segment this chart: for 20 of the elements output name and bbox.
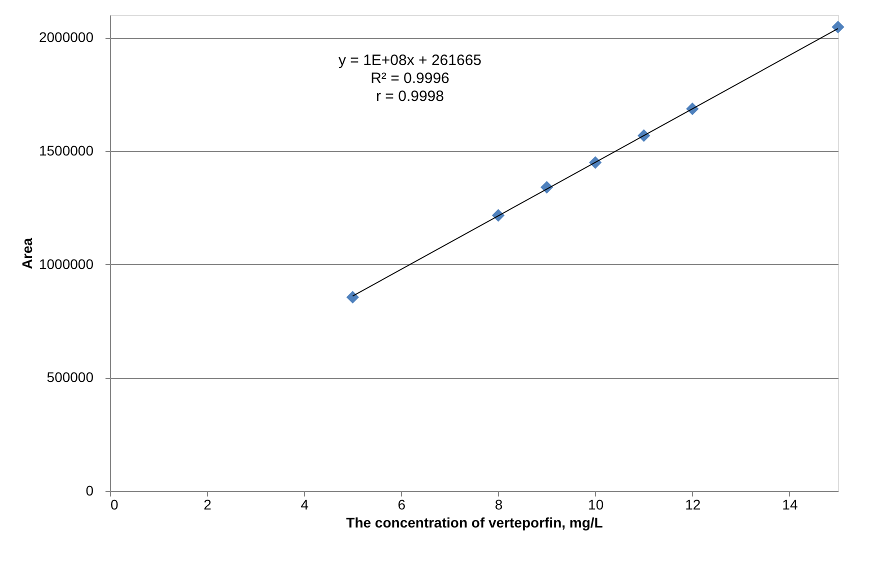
annotation: r = 0.9998: [376, 88, 444, 105]
point: [346, 290, 359, 304]
y-tick-label: 2000000: [38, 29, 94, 46]
x-tick-label: 10: [588, 496, 604, 512]
y-axis-title: Area: [18, 238, 35, 270]
x-tick-label: 2: [204, 496, 212, 512]
x-tick-label: 4: [300, 496, 309, 512]
annotation: y = 1E+08x + 261665: [338, 52, 482, 69]
point: [832, 20, 844, 34]
y-tick-label: 1000000: [38, 256, 94, 272]
y-tick-label: 1500000: [38, 142, 94, 158]
x-axis-title: The concentration of verteporfin, mg/L: [346, 514, 604, 530]
x-tick-label: 6: [398, 496, 406, 512]
annotation: R² = 0.9996: [370, 70, 450, 87]
y-tick-label: 500000: [46, 369, 94, 386]
y-tick-label: 0: [86, 482, 94, 498]
x-tick-label: 8: [494, 496, 503, 512]
x-tick-label: 0: [110, 496, 118, 512]
x-tick-label: 12: [685, 496, 701, 512]
x-tick-label: 14: [782, 496, 798, 512]
